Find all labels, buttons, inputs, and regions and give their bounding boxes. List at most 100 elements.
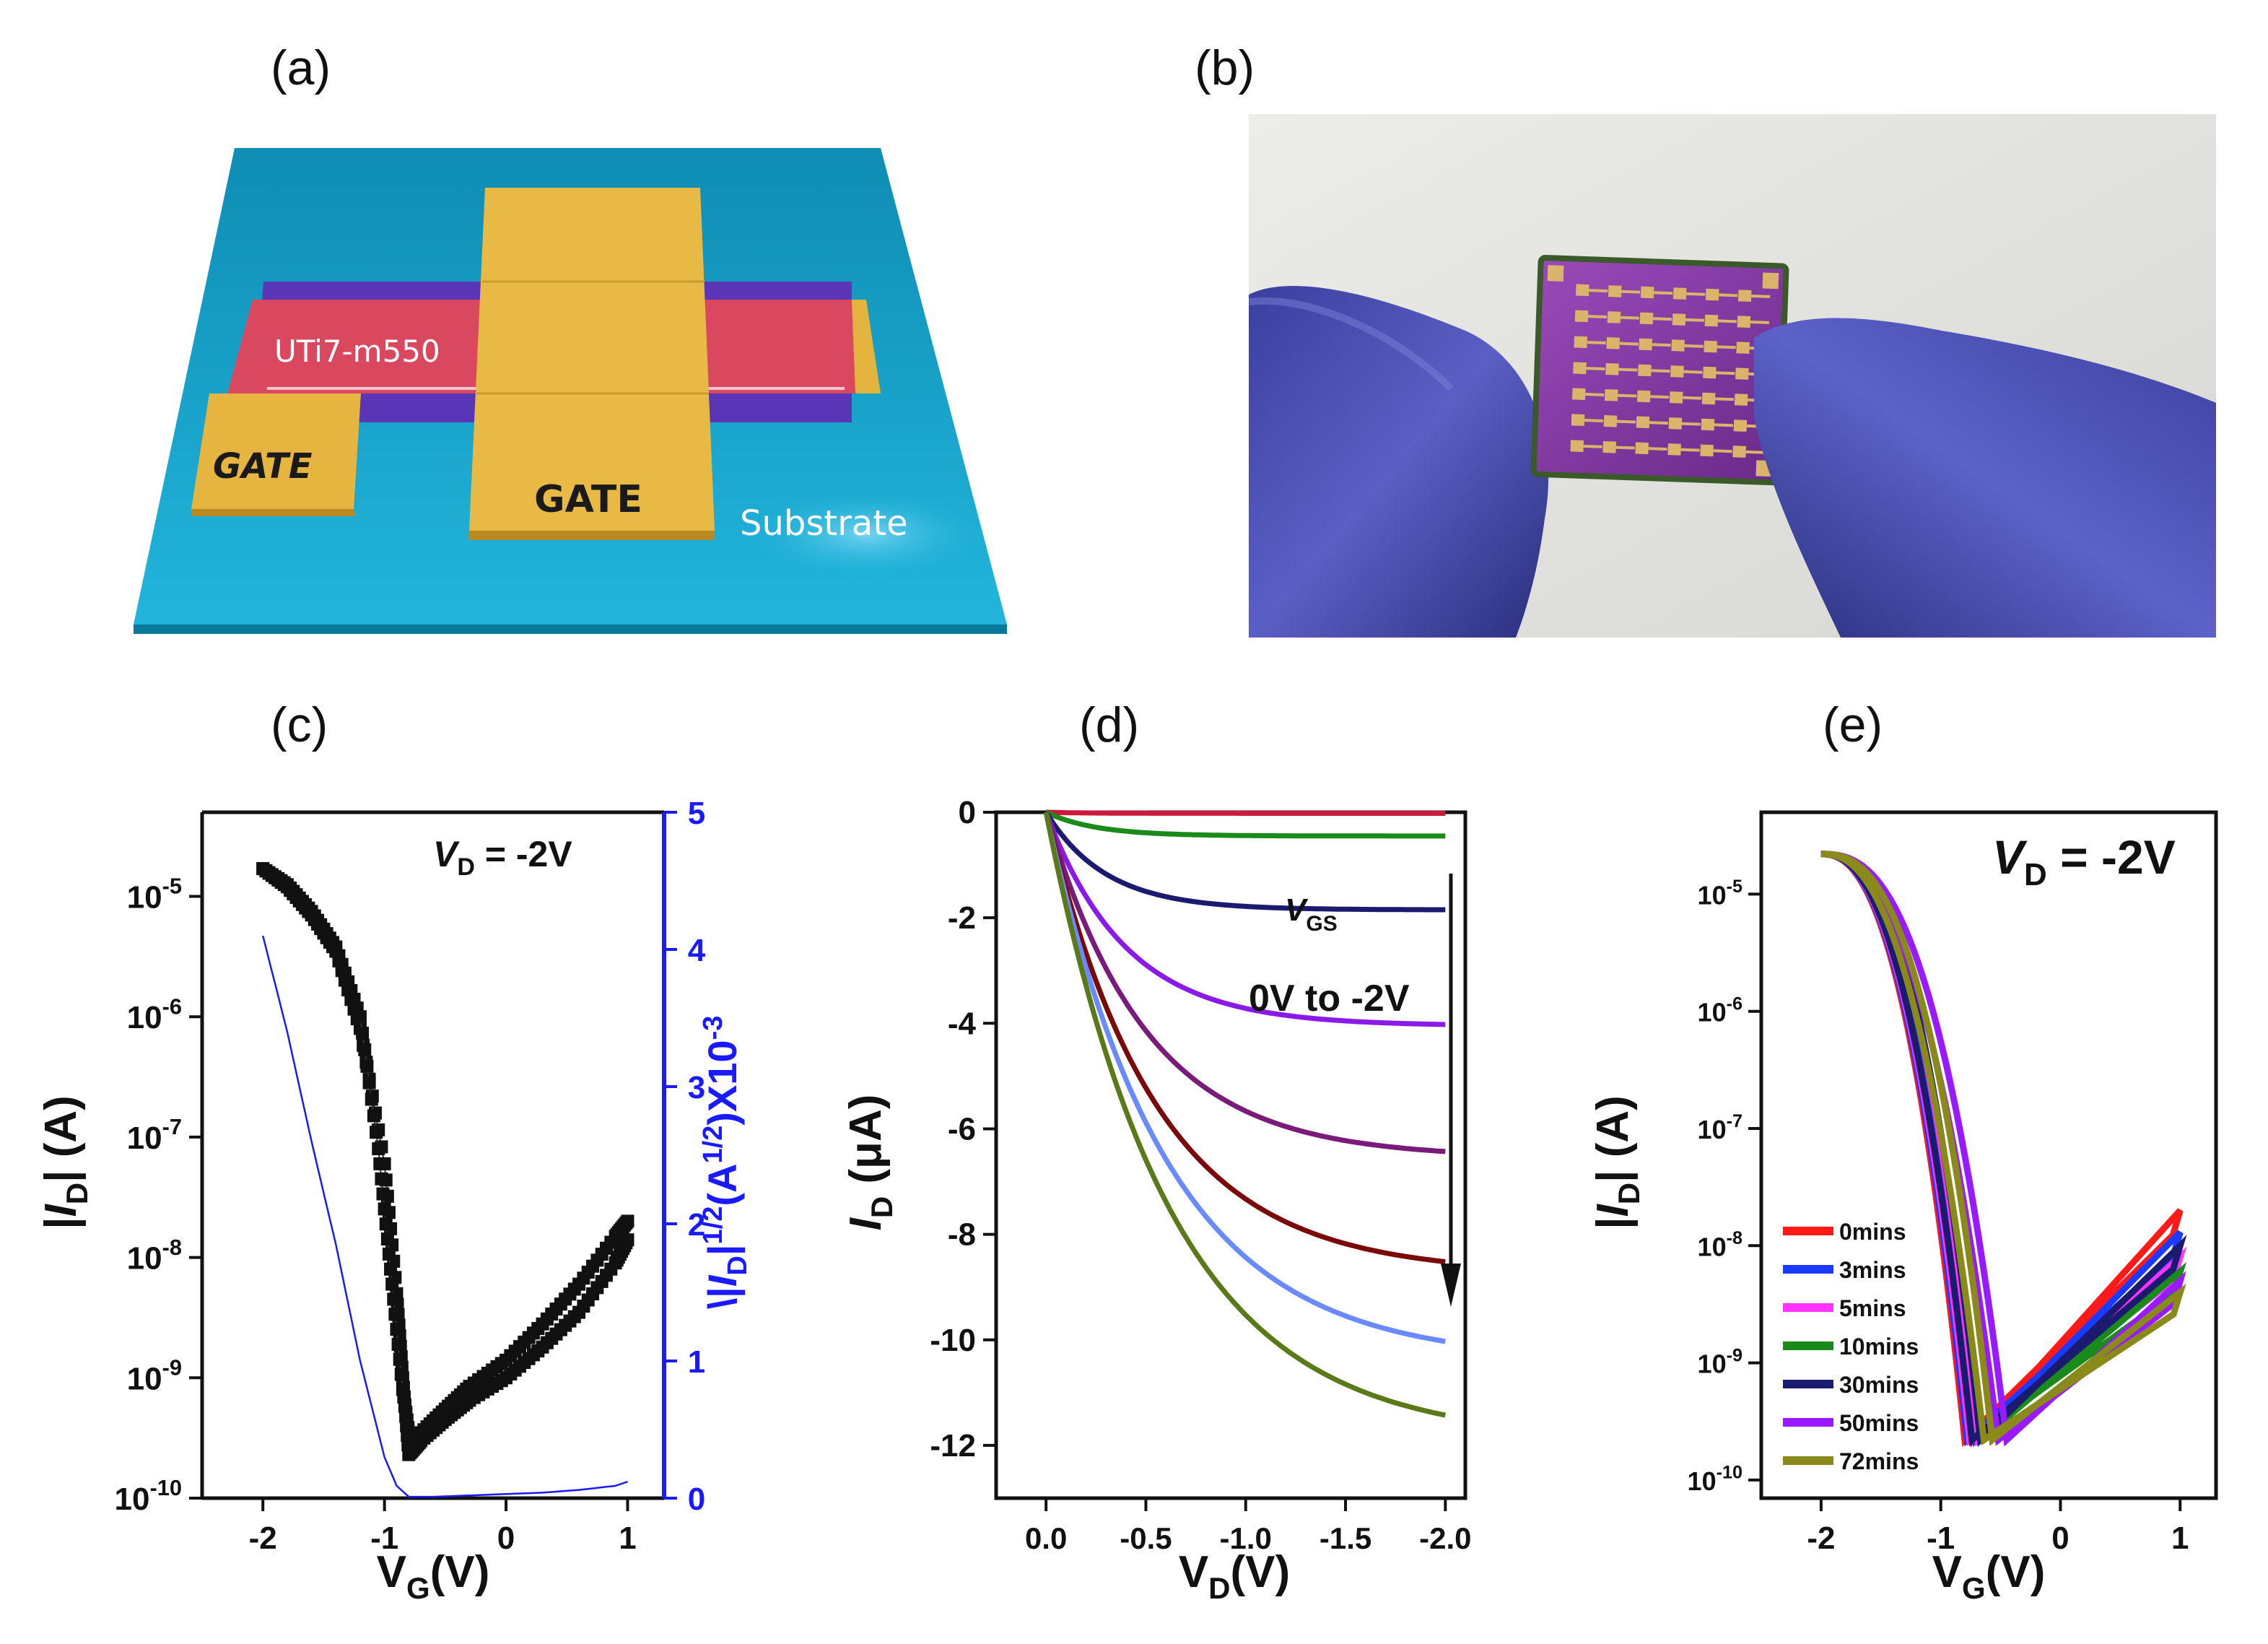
y-tick-label: 10-9: [1698, 1345, 1743, 1378]
channel-label: UTi7-m550: [274, 334, 440, 369]
legend-label-5mins: 5mins: [1839, 1295, 1906, 1321]
data-point: [382, 1247, 396, 1261]
electrode-pad: [1639, 312, 1654, 325]
data-point: [372, 1142, 385, 1156]
x-axis-label: VD(V): [1179, 1547, 1290, 1605]
panel-label-a: (a): [271, 40, 331, 95]
data-point: [358, 1043, 372, 1056]
electrode-line: [1618, 393, 1637, 398]
electrode-pad: [1576, 284, 1589, 297]
electrode-line: [1650, 395, 1670, 399]
series-line--1.33V: [1043, 812, 1446, 1154]
electrode-pad: [1704, 340, 1717, 353]
electrode-pad: [1736, 342, 1750, 354]
x-tick-label: 0: [497, 1521, 515, 1556]
electrode-pad: [1700, 444, 1714, 457]
y-tick-label: 10-5: [1698, 877, 1743, 910]
electrode-pad: [1672, 313, 1686, 326]
electrode-line: [1750, 320, 1769, 324]
electrode-line: [1620, 316, 1640, 320]
corner-pad: [1762, 272, 1779, 290]
data-point: [379, 1217, 393, 1231]
y-tick-label: -2: [948, 900, 976, 936]
electrode-pad: [1607, 311, 1621, 323]
data-point: [385, 1277, 399, 1291]
y-tick-label: -4: [948, 1006, 977, 1041]
vd-annotation: VD = -2V: [433, 834, 572, 881]
y-tick-label: 10-7: [127, 1114, 182, 1156]
electrode-line: [1587, 341, 1606, 345]
chart-e: -2 -1 0 1 10-5 10-6 10-7 10-8 10-9 10-10 0mins 3min…: [1588, 810, 2218, 1605]
electrode-pad: [1735, 367, 1749, 380]
electrode-pad: [1668, 417, 1683, 430]
electrode-line: [1649, 421, 1668, 425]
chip-photo-drawing: [1249, 114, 2216, 638]
electrode-pad: [1604, 389, 1618, 401]
electrode-array: [1547, 265, 1779, 477]
electrode-line: [1616, 419, 1636, 424]
electrode-pad: [1737, 316, 1751, 328]
electrode-pad: [1733, 419, 1748, 432]
panel-label-d: (d): [1079, 697, 1140, 752]
electrode-pad: [1671, 339, 1685, 352]
glove-right: [1754, 318, 2216, 638]
x-tick-label: -2: [1807, 1521, 1835, 1556]
electrode-line: [1589, 289, 1608, 293]
plot-frame: [1759, 810, 2218, 1500]
electrode-pad: [1669, 391, 1683, 404]
data-point: [367, 1109, 380, 1123]
gate-center: [469, 188, 715, 531]
data-point: [356, 1027, 370, 1040]
data-point: [396, 1383, 409, 1396]
legend-label-50mins: 50mins: [1839, 1410, 1919, 1436]
y-tick-label: 10-8: [1698, 1228, 1743, 1261]
electrode-line: [1683, 396, 1702, 400]
electrode-pad: [1571, 388, 1586, 401]
electrode-line: [1714, 423, 1733, 427]
electrode-pad: [1606, 337, 1621, 349]
electrode-pad: [1573, 362, 1587, 375]
electrode-line: [1686, 292, 1706, 296]
data-point: [390, 1323, 404, 1336]
electrode-line: [1680, 448, 1700, 452]
y-tick-label: 10-10: [1688, 1463, 1743, 1496]
data-point: [388, 1308, 402, 1321]
y-tick-label: -8: [948, 1217, 976, 1253]
electrode-line: [1719, 293, 1738, 297]
y2-tick-label: 5: [688, 796, 705, 831]
y-tick-label: 10-5: [127, 874, 182, 915]
electrode-pad: [1570, 440, 1584, 453]
electrode-pad: [1639, 338, 1652, 351]
data-point: [362, 1076, 376, 1090]
x-tick-label: -2.0: [1419, 1521, 1471, 1555]
arrow-head: [1441, 1264, 1461, 1307]
vd-annotation: VD = -2V: [1992, 830, 2176, 892]
substrate-edge: [134, 625, 1007, 634]
y-tick-label: 0: [959, 795, 976, 830]
series-line--1.67V: [1043, 812, 1446, 1265]
panel-label-b: (b): [1195, 40, 1255, 95]
chart-c: -2 -1 0 1 10-5 10-6 10-7 10-8 10-9 10-10 0 1 2 3 4 5 VD …: [36, 796, 753, 1605]
glove-left: [1249, 286, 1549, 638]
electrode-pad: [1605, 363, 1619, 375]
device-schematic: UTi7-m550 GATE GATE Substrate: [130, 144, 1011, 635]
electrode-line: [1652, 343, 1671, 347]
y2-tick-label: 4: [688, 933, 706, 968]
data-point: [376, 1187, 390, 1201]
chart-d: 0.0 -0.5 -1.0 -1.5 -2.0 0 -2 -4 -6 -8 -10 -12 VGS 0V …: [841, 795, 1472, 1605]
series-line--0.67V: [1044, 811, 1446, 913]
y-axis-label: |ID| (A): [36, 1095, 94, 1230]
data-point: [387, 1292, 401, 1306]
x-tick-label: 0: [2051, 1521, 2069, 1556]
electrode-line: [1621, 290, 1641, 294]
panel-label-e: (e): [1823, 697, 1883, 752]
data-point: [360, 1059, 374, 1073]
electrode-line: [1654, 291, 1673, 295]
y-axis-label: ID (μA): [841, 1095, 899, 1231]
x-tick-label: -1: [370, 1521, 398, 1556]
data-point: [378, 1202, 391, 1216]
y2-tick-label: 2: [688, 1207, 705, 1243]
y-tick-label: 10-10: [115, 1475, 182, 1517]
electrode-line: [1684, 344, 1704, 348]
electrode-pad: [1635, 442, 1649, 455]
